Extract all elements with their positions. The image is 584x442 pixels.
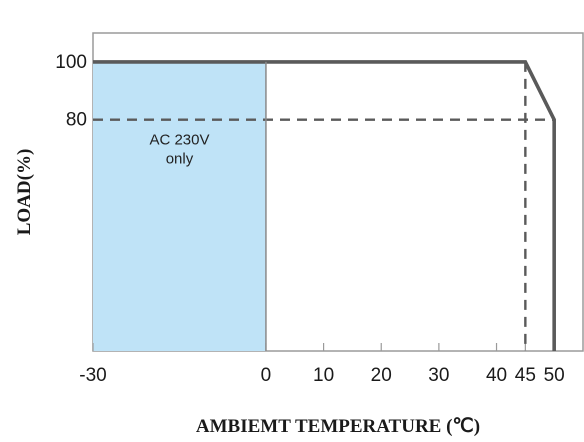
x-tick-label: 30 xyxy=(428,365,449,386)
shaded-region xyxy=(93,61,266,352)
x-tick-label: 10 xyxy=(313,365,334,386)
x-tick-label: 20 xyxy=(371,365,392,386)
series xyxy=(93,60,556,351)
y-tick-label: 100 xyxy=(55,52,87,73)
y-tick-label: 80 xyxy=(66,110,87,131)
shaded-region-label: AC 230V only xyxy=(149,132,209,168)
x-tick-label: 45 xyxy=(515,365,536,386)
shaded-region-label-line: AC 230V xyxy=(149,132,209,149)
x-tick-label: 50 xyxy=(544,365,565,386)
y-axis-label: LOAD(%) xyxy=(14,149,35,236)
x-axis-label: AMBIEMT TEMPERATURE (℃) xyxy=(196,416,480,437)
derating-curve xyxy=(93,60,556,351)
x-tick-label: -30 xyxy=(79,365,106,386)
x-tick-label: 40 xyxy=(486,365,507,386)
x-tick-label: 0 xyxy=(261,365,272,386)
y-axis: 80 100 xyxy=(55,52,87,131)
shaded-region-label-line: only xyxy=(166,151,194,168)
